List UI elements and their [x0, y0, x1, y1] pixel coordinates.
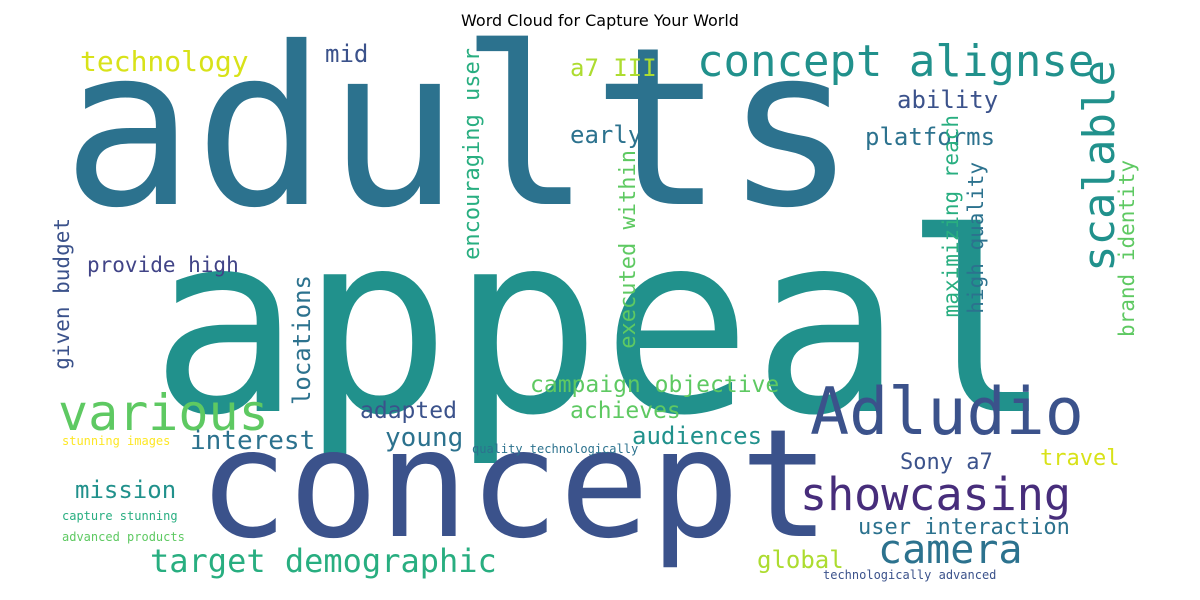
word-achieves: achieves — [570, 398, 681, 424]
word-sony-a7: Sony a7 — [900, 450, 993, 475]
word-global: global — [757, 546, 844, 574]
word-executed-within: executed within — [616, 150, 641, 349]
word-high-quality: high quality — [964, 162, 988, 314]
word-ability: ability — [897, 86, 999, 114]
word-user-interaction: user interaction — [858, 515, 1070, 540]
word-stunning-images: stunning images — [62, 434, 171, 448]
word-given-budget: given budget — [50, 218, 74, 370]
word-a7-iii: a7 III — [570, 54, 657, 82]
word-adapted: adapted — [360, 398, 457, 424]
word-showcasing: showcasing — [800, 468, 1071, 521]
word-technologically-advanced: technologically advanced — [823, 568, 997, 582]
word-advanced-products: advanced products — [62, 530, 185, 544]
word-quality-technologically: quality technologically — [472, 442, 639, 456]
word-brand-identity: brand identity — [1115, 160, 1139, 338]
word-platforms: platforms — [865, 123, 996, 151]
word-capture-stunning: capture stunning — [62, 509, 178, 523]
word-adludio: Adludio — [810, 375, 1084, 450]
word-mid: mid — [325, 40, 369, 68]
word-campaign-objective: campaign objective — [530, 372, 780, 398]
word-camera: camera — [878, 527, 1023, 573]
word-concept-alignse: concept alignse — [697, 36, 1095, 87]
word-adults: adults — [62, 0, 857, 256]
word-concept: concept — [198, 398, 831, 572]
chart-title: Word Cloud for Capture Your World — [461, 11, 739, 30]
word-audiences: audiences — [632, 422, 763, 450]
word-early: early — [570, 121, 643, 149]
word-encouraging-user: encouraging user — [460, 48, 485, 260]
word-maximizing-reach: maximizing reach — [939, 115, 963, 318]
word-travel: travel — [1040, 446, 1120, 471]
word-locations: locations — [288, 275, 316, 406]
word-young: young — [385, 423, 464, 453]
word-technology: technology — [80, 45, 249, 78]
word-interest: interest — [190, 426, 316, 456]
word-various: various — [58, 384, 269, 442]
word-appeal: appeal — [150, 179, 1054, 470]
word-mission: mission — [75, 476, 177, 504]
word-target-demographic: target demographic — [150, 542, 497, 580]
word-provide-high: provide high — [87, 253, 239, 277]
